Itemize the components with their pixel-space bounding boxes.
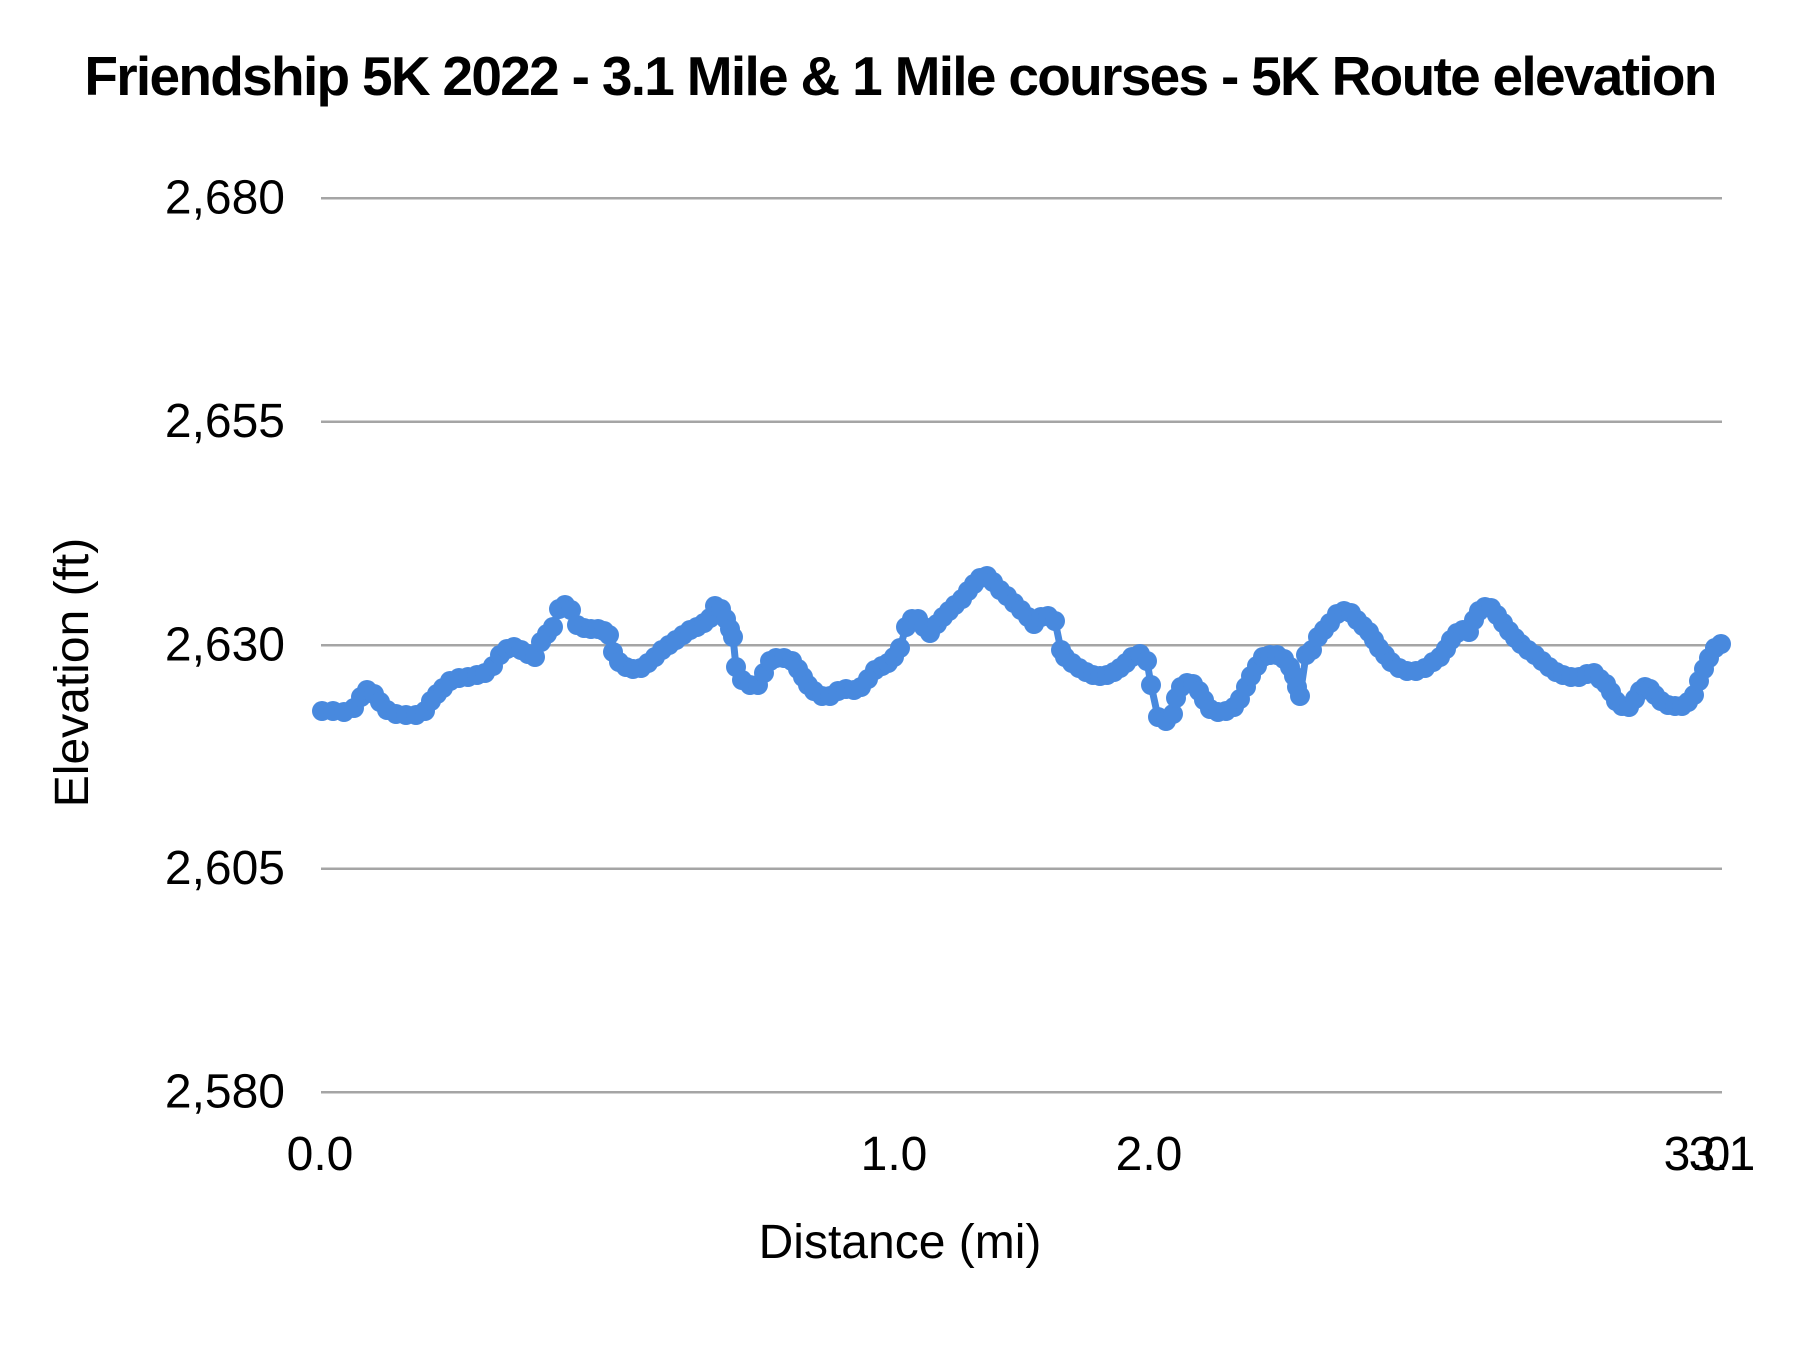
svg-text:Friendship 5K 2022 - 3.1 Mile: Friendship 5K 2022 - 3.1 Mile & 1 Mile c… xyxy=(84,45,1715,107)
svg-text:1.0: 1.0 xyxy=(861,1128,928,1181)
svg-text:Distance (mi): Distance (mi) xyxy=(759,1216,1042,1269)
svg-text:2,605: 2,605 xyxy=(165,842,285,895)
svg-text:2,655: 2,655 xyxy=(165,395,285,448)
svg-text:3.0: 3.0 xyxy=(1664,1128,1731,1181)
svg-text:2,680: 2,680 xyxy=(165,171,285,224)
svg-text:3.1: 3.1 xyxy=(1689,1128,1756,1181)
svg-text:0.0: 0.0 xyxy=(287,1128,354,1181)
svg-text:Elevation (ft): Elevation (ft) xyxy=(46,538,99,807)
svg-text:2,630: 2,630 xyxy=(165,618,285,671)
svg-text:2,580: 2,580 xyxy=(165,1065,285,1118)
svg-text:2.0: 2.0 xyxy=(1116,1128,1183,1181)
